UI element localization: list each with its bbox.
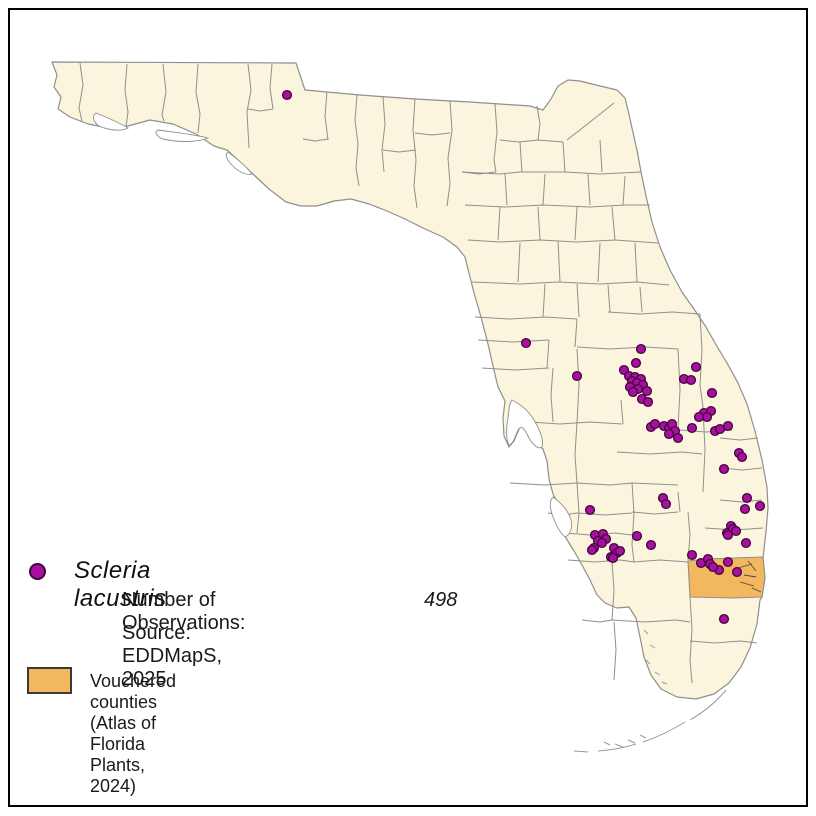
observation-dot [690, 361, 702, 373]
observation-dots-layer [281, 89, 766, 625]
observation-dot [718, 613, 730, 625]
florida-keys [573, 629, 727, 753]
observation-dot [731, 566, 743, 578]
bays-and-harbors [93, 112, 573, 538]
vouchered-counties-label: Vouchered counties (Atlas of Florida Pla… [90, 671, 177, 796]
charlotte-harbor [549, 496, 573, 538]
observation-dot [714, 423, 726, 435]
observation-dot [660, 498, 672, 510]
observation-dot [739, 503, 751, 515]
observation-dot [630, 357, 642, 369]
observation-dot [718, 463, 730, 475]
observation-dot [672, 432, 684, 444]
observation-dot [281, 89, 293, 101]
observation-dot [730, 525, 742, 537]
observation-dot [614, 545, 626, 557]
observation-dot-legend-icon [29, 563, 46, 580]
choctawhatchee-bay [155, 129, 210, 142]
everglades-islets [643, 629, 668, 685]
observation-dot [722, 556, 734, 568]
observation-dot [741, 492, 753, 504]
observation-dot [740, 537, 752, 549]
observation-dot [693, 411, 705, 423]
observation-dot [607, 552, 619, 564]
pensacola-bay [93, 112, 129, 131]
observation-dot [685, 374, 697, 386]
observation-dot [627, 386, 639, 398]
observation-dot [645, 539, 657, 551]
observation-dot [736, 451, 748, 463]
observation-dot [641, 385, 653, 397]
observation-dot [686, 549, 698, 561]
observation-dot [722, 529, 734, 541]
observation-dot [707, 561, 719, 573]
observation-dot [596, 537, 608, 549]
tampa-bay [506, 399, 543, 449]
canal-squiggles [737, 560, 762, 593]
observations-count: 498 [424, 589, 458, 611]
observations-label: Number of Observations: [122, 589, 246, 634]
observation-dot [631, 530, 643, 542]
observation-dot [584, 504, 596, 516]
observation-dot [706, 387, 718, 399]
observation-dot [754, 500, 766, 512]
species-name: Scleria lacustris [74, 557, 167, 612]
st-andrew-bay [225, 151, 253, 175]
county-boundaries [78, 62, 764, 684]
observation-dot [642, 396, 654, 408]
state-outline [51, 61, 769, 700]
observation-dot [649, 418, 661, 430]
observation-dot [663, 428, 675, 440]
observation-dot [520, 337, 532, 349]
vouchered-county-swatch [27, 667, 72, 694]
observation-dot [686, 422, 698, 434]
observation-dot [586, 544, 598, 556]
observation-dot [571, 370, 583, 382]
source-line: Source: EDDMapS, 2025 [122, 622, 223, 690]
observation-dot [635, 343, 647, 355]
